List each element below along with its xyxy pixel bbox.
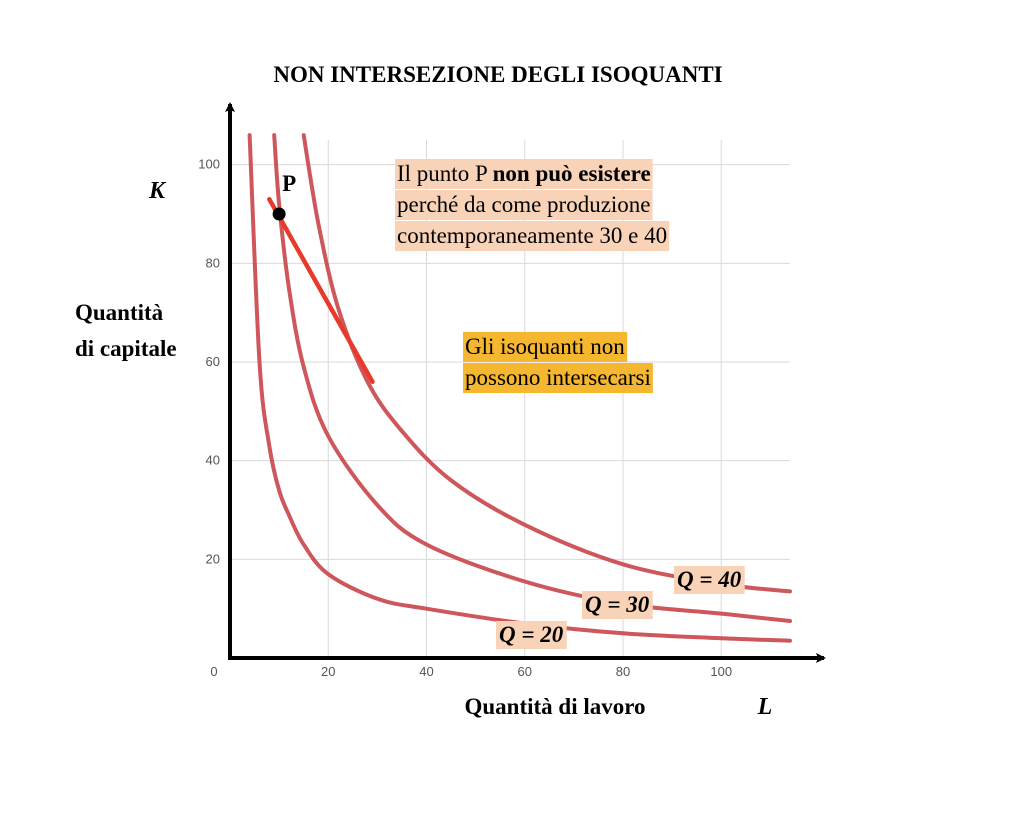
- annotation-point-p-line-2: perché da come produzione: [397, 192, 651, 217]
- y-tick-label-20: 20: [206, 551, 220, 566]
- annotation-no-intersection-highlight-1: [463, 332, 628, 362]
- x-tick-label-40: 40: [419, 664, 433, 679]
- x-axis-label: Quantità di lavoro: [464, 694, 645, 719]
- y-axis-letter: K: [148, 178, 167, 204]
- isoquant-label-highlight-2: [582, 591, 653, 619]
- y-tick-label-80: 80: [206, 255, 220, 270]
- y-tick-label-40: 40: [206, 453, 220, 468]
- y-tick-label-60: 60: [206, 354, 220, 369]
- annotation-point-p: Il punto P non può esistere perché da com…: [395, 159, 670, 251]
- annotation-point-p-highlight-2: [395, 190, 653, 220]
- annotation-point-p-line-1-run-2: non può esistere: [493, 161, 651, 186]
- annotation-no-intersection-line-2: possono intersecarsi: [465, 365, 651, 390]
- isoquant-label-highlight-1: [496, 621, 567, 649]
- annotation-point-p-highlight-3: [395, 221, 670, 251]
- isoquant-curve-1: [247, 133, 792, 643]
- x-tick-label-100: 100: [710, 664, 732, 679]
- x-axis-letter: L: [757, 694, 773, 720]
- point-p-marker: [272, 207, 286, 221]
- isoquant-label-highlight-3: [674, 566, 745, 594]
- isoquant-label-1: Q = 20: [499, 622, 564, 647]
- isoquant-curve-3: [301, 133, 792, 594]
- annotation-no-intersection-highlight-2: [463, 363, 653, 393]
- crossing-segment-line: [267, 196, 375, 384]
- annotation-no-intersection-line-1: Gli isoquanti non: [465, 334, 625, 359]
- x-tick-label-20: 20: [321, 664, 335, 679]
- tick-labels: 0 20 40 60 80 100 20 40 60 80 100: [198, 157, 732, 679]
- annotation-point-p-line-3: contemporaneamente 30 e 40: [397, 223, 667, 248]
- x-tick-label-0: 0: [210, 664, 217, 679]
- x-tick-label-80: 80: [616, 664, 630, 679]
- y-tick-label-100: 100: [198, 157, 220, 172]
- y-axis-label-line-2: di capitale: [75, 336, 177, 361]
- isoquant-labels: Q = 20 Q = 30 Q = 40: [496, 566, 745, 649]
- point-p: P: [272, 171, 296, 221]
- annotation-point-p-line-1: Il punto P non può esistere: [397, 161, 651, 186]
- annotation-point-p-line-3-run-1: contemporaneamente 30 e 40: [397, 223, 667, 248]
- isoquant-label-3: Q = 40: [677, 567, 742, 592]
- crossing-segment: [267, 196, 375, 384]
- isoquant-label-2: Q = 30: [585, 592, 650, 617]
- annotation-no-intersection-line-1-run-1: Gli isoquanti non: [465, 334, 625, 359]
- annotation-point-p-highlight-1: [395, 159, 653, 189]
- annotation-point-p-line-2-run-1: perché da come produzione: [397, 192, 651, 217]
- annotation-no-intersection-line-2-run-1: possono intersecarsi: [465, 365, 651, 390]
- x-tick-label-60: 60: [518, 664, 532, 679]
- annotation-no-intersection: Gli isoquanti non possono intersecarsi: [463, 332, 653, 393]
- axes: [225, 102, 826, 663]
- annotation-point-p-line-1-run-1: Il punto P: [397, 161, 493, 186]
- point-p-label: P: [282, 171, 296, 196]
- chart-title: NON INTERSEZIONE DEGLI ISOQUANTI: [273, 62, 722, 87]
- y-axis-label-line-1: Quantità: [75, 300, 164, 325]
